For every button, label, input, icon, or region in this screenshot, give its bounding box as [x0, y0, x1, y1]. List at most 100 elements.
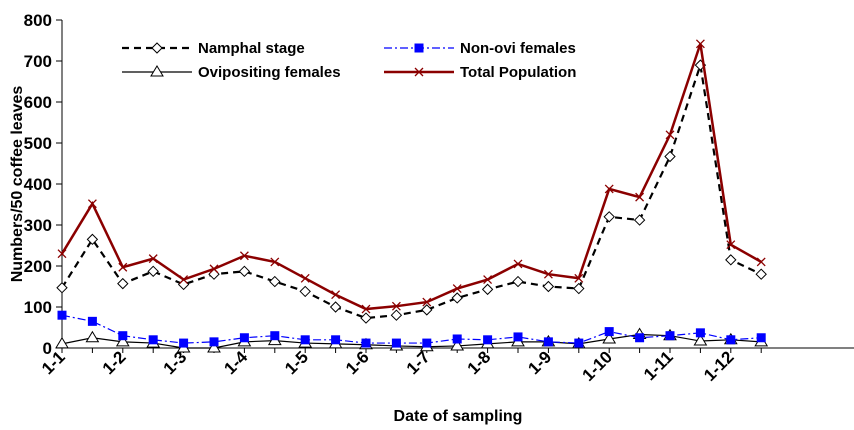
series-total-population: [57, 39, 766, 314]
data-point: [665, 331, 675, 341]
data-point: [147, 265, 159, 278]
x-tick-label: 1-11: [640, 347, 677, 384]
x-tick-label: 1-5: [281, 347, 312, 378]
data-point: [726, 240, 736, 250]
y-tick-label: 500: [24, 134, 52, 153]
series-line: [61, 333, 762, 349]
x-axis-title: Date of sampling: [394, 408, 523, 425]
data-point: [148, 335, 158, 345]
data-point: [695, 328, 705, 338]
data-point: [604, 327, 614, 337]
data-point: [573, 282, 585, 295]
y-axis-title: Numbers/50 coffee leaves: [9, 86, 26, 283]
data-point: [118, 331, 128, 341]
data-point: [151, 42, 163, 54]
data-point: [633, 214, 646, 226]
y-tick-label: 600: [24, 93, 52, 112]
data-point: [574, 338, 584, 348]
x-tick-label: 1-4: [220, 347, 251, 378]
legend-label: Total Population: [460, 64, 576, 81]
y-tick-label: 700: [24, 52, 52, 71]
data-point: [693, 334, 708, 346]
y-tick-label: 0: [43, 339, 52, 358]
data-point: [57, 310, 67, 320]
series-line: [61, 64, 762, 320]
legend-label: Non-ovi females: [460, 40, 576, 57]
legend-item: Namphal stage: [122, 40, 305, 57]
data-point: [238, 265, 251, 278]
data-point: [414, 43, 424, 53]
x-tick-label: 1-7: [403, 347, 434, 378]
data-point: [543, 337, 553, 347]
data-point: [179, 338, 189, 348]
data-point: [542, 280, 555, 293]
series-non-ovi-females: [57, 310, 766, 348]
legend: Namphal stage Non-ovi females Ovipositing …: [122, 40, 576, 81]
data-point: [602, 332, 617, 344]
data-point: [483, 275, 493, 284]
data-point: [118, 262, 128, 272]
legend-item: Non-ovi females: [384, 40, 576, 57]
data-point: [86, 233, 99, 246]
data-point: [115, 334, 130, 347]
data-point: [179, 275, 189, 284]
series-layer: [55, 39, 769, 353]
data-point: [483, 335, 493, 345]
data-point: [329, 301, 342, 313]
data-point: [755, 268, 767, 280]
data-point: [177, 278, 190, 291]
series-namphal-stage: [56, 59, 767, 324]
legend-label: Namphal stage: [198, 40, 305, 57]
data-point: [300, 335, 310, 345]
data-point: [513, 332, 523, 342]
data-point: [270, 331, 280, 341]
data-point: [361, 304, 371, 314]
data-point: [85, 330, 100, 343]
y-tick-label: 300: [24, 216, 52, 235]
data-point: [207, 341, 221, 353]
legend-label: Ovipositing females: [198, 64, 341, 81]
legend-item: Total Population: [384, 64, 576, 81]
data-point: [543, 269, 553, 279]
data-point: [695, 39, 705, 49]
data-point: [239, 333, 249, 343]
data-point: [148, 254, 158, 264]
x-tick-label: 1-6: [342, 347, 373, 378]
x-tick-label: 1-12: [700, 347, 737, 384]
data-point: [512, 275, 524, 288]
x-tick-label: 1-2: [99, 347, 130, 378]
data-point: [451, 292, 463, 304]
y-tick-label: 200: [24, 257, 52, 276]
data-point: [604, 184, 614, 194]
y-ticks: 0 100 200 300 400 500 600 700 800: [24, 11, 62, 358]
data-point: [422, 338, 432, 348]
data-point: [87, 316, 97, 326]
data-point: [360, 312, 372, 324]
legend-item: Ovipositing females: [122, 64, 341, 81]
y-tick-label: 100: [24, 298, 52, 317]
data-point: [390, 309, 403, 321]
data-point: [756, 333, 766, 343]
data-point: [414, 67, 424, 77]
data-point: [725, 254, 737, 266]
data-point: [299, 285, 311, 298]
data-point: [452, 334, 462, 344]
data-point: [450, 338, 465, 351]
data-point: [331, 335, 341, 345]
x-tick-label: 1-10: [579, 347, 616, 384]
data-point: [331, 290, 341, 300]
y-tick-label: 400: [24, 175, 52, 194]
data-point: [574, 273, 584, 283]
data-point: [452, 284, 462, 294]
data-point: [117, 277, 129, 290]
data-point: [664, 150, 676, 163]
data-point: [87, 199, 97, 209]
x-tick-label: 1-8: [464, 347, 495, 378]
data-point: [269, 275, 281, 288]
data-point: [665, 130, 675, 140]
data-point: [756, 257, 766, 267]
series-line: [61, 314, 762, 344]
data-point: [422, 297, 432, 307]
data-point: [55, 336, 69, 349]
data-point: [726, 335, 736, 345]
